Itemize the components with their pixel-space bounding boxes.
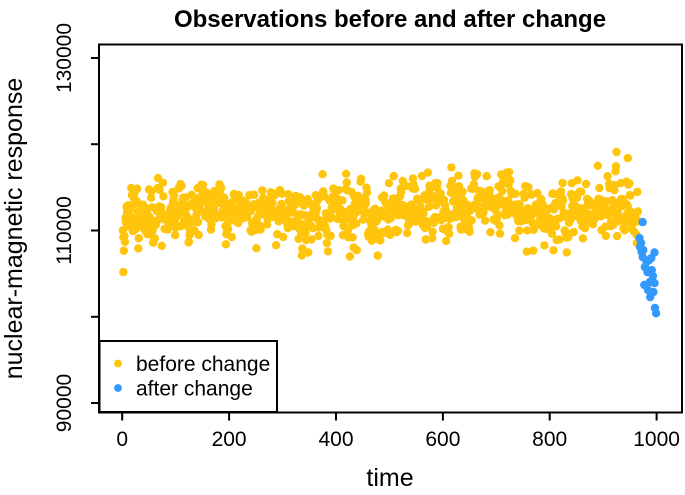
series-before-change-points — [118, 147, 643, 277]
x-axis-ticks — [121, 412, 658, 421]
series-after-change-points — [635, 217, 661, 318]
legend-box — [98, 340, 278, 413]
y-tick-label-90000: 90000 — [53, 374, 76, 432]
x-tick-label-200: 200 — [212, 428, 247, 451]
x-tick-label-800: 800 — [532, 428, 567, 451]
x-tick-label-0: 0 — [116, 428, 128, 451]
legend-label-before-change: before change — [136, 353, 270, 376]
legend-label-after-change: after change — [136, 378, 253, 401]
plot-border — [98, 43, 683, 414]
x-axis-title: time — [366, 464, 413, 492]
y-tick-label-130000: 130000 — [53, 23, 76, 93]
x-tick-label-1000: 1000 — [633, 428, 680, 451]
chart-title: Observations before and after change — [174, 6, 606, 33]
x-tick-label-600: 600 — [425, 428, 460, 451]
y-axis-ticks — [91, 57, 99, 404]
x-tick-label-400: 400 — [318, 428, 353, 451]
y-tick-label-110000: 110000 — [53, 196, 76, 265]
legend-dot-before-change — [114, 359, 122, 368]
y-axis-title: nuclear-magnetic response — [0, 78, 28, 380]
legend-dot-after-change — [114, 384, 122, 392]
legend: before change after change — [98, 340, 278, 413]
